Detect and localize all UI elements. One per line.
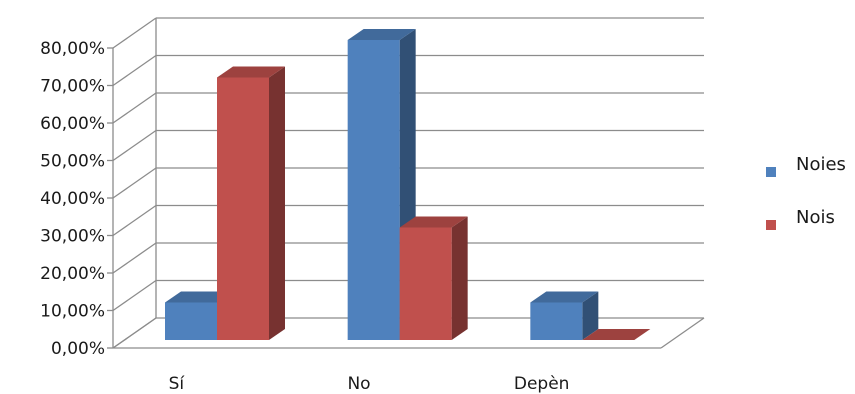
- bar-side-face: [451, 216, 468, 340]
- legend-label-nois: Nois: [796, 207, 835, 228]
- bar-front-face: [399, 227, 452, 340]
- gridline-side: [112, 204, 157, 237]
- legend-label-noies: Noies: [796, 154, 846, 175]
- y-tick-label: 60,00%: [40, 114, 105, 134]
- bar-side-face: [582, 291, 599, 340]
- gridline-side: [112, 17, 157, 49]
- y-tick-label: 20,00%: [40, 264, 105, 284]
- gridline-side: [112, 54, 157, 87]
- bar-front-face: [165, 302, 217, 340]
- floor-right-edge: [660, 317, 705, 349]
- gridline-side: [112, 317, 157, 349]
- y-tick-label: 30,00%: [40, 227, 105, 247]
- bar-front-face: [347, 40, 400, 340]
- x-axis-categories: Sí No Depèn: [169, 374, 570, 394]
- bar-top-face: [399, 216, 468, 228]
- y-tick-label: 10,00%: [40, 302, 105, 322]
- bar-top-face: [217, 66, 285, 78]
- bar-top-face: [582, 329, 651, 340]
- bar-nois-0: [217, 66, 285, 340]
- y-tick-label: 0,00%: [51, 339, 105, 359]
- gridline-side: [112, 167, 157, 199]
- bar-nois-2: [582, 329, 651, 340]
- y-tick-label: 50,00%: [40, 152, 105, 172]
- legend-swatch-nois: [766, 220, 776, 230]
- bar-front-face: [530, 302, 583, 340]
- legend: Noies Nois: [766, 154, 846, 230]
- x-category-label: Depèn: [514, 374, 570, 394]
- gridline-side: [112, 279, 157, 312]
- x-category-label: Sí: [169, 374, 186, 394]
- y-axis-ticks: 0,00% 10,00% 20,00% 30,00% 40,00% 50,00% 60,00…: [40, 39, 105, 359]
- bar-top-face: [530, 291, 599, 303]
- bar-noies-2: [530, 291, 599, 340]
- y-tick-label: 40,00%: [40, 189, 105, 209]
- bar-top-face: [165, 291, 233, 303]
- gridline-side: [112, 242, 157, 274]
- bar-side-face: [269, 66, 285, 340]
- bar-front-face: [217, 77, 269, 340]
- bar-nois-1: [399, 216, 468, 340]
- gridline-side: [112, 92, 157, 124]
- bars: [165, 29, 651, 340]
- legend-swatch-noies: [766, 167, 776, 177]
- gridline-side: [112, 129, 157, 162]
- y-tick-label: 80,00%: [40, 39, 105, 59]
- y-tick-label: 70,00%: [40, 77, 105, 97]
- bar-top-face: [347, 29, 416, 40]
- x-category-label: No: [347, 374, 370, 394]
